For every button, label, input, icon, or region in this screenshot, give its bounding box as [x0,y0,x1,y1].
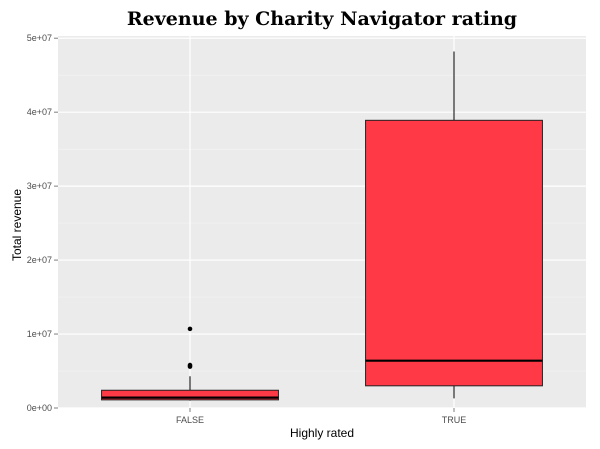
y-tick-label: 2e+07 [27,255,52,265]
y-axis-ticks: 0e+00 1e+07 2e+07 3e+07 4e+07 5e+07 [27,33,58,413]
y-tick-label: 1e+07 [27,329,52,339]
x-tick-label: FALSE [176,415,204,425]
box-body [365,119,543,387]
y-axis-title: Total revenue [10,189,24,261]
box-true [365,51,543,399]
chart-title: Revenue by Charity Navigator rating [127,8,517,30]
boxes [101,51,543,401]
x-axis-ticks: FALSE TRUE [176,408,466,425]
y-tick-label: 3e+07 [27,181,52,191]
outlier-point [187,326,193,332]
y-tick-label: 0e+00 [27,403,52,413]
y-tick-label: 4e+07 [27,107,52,117]
x-axis-title: Highly rated [290,426,354,440]
y-tick-label: 5e+07 [27,33,52,43]
box-false [101,326,279,401]
box-body [101,389,279,401]
x-tick-label: TRUE [442,415,467,425]
outlier-point [187,362,193,368]
